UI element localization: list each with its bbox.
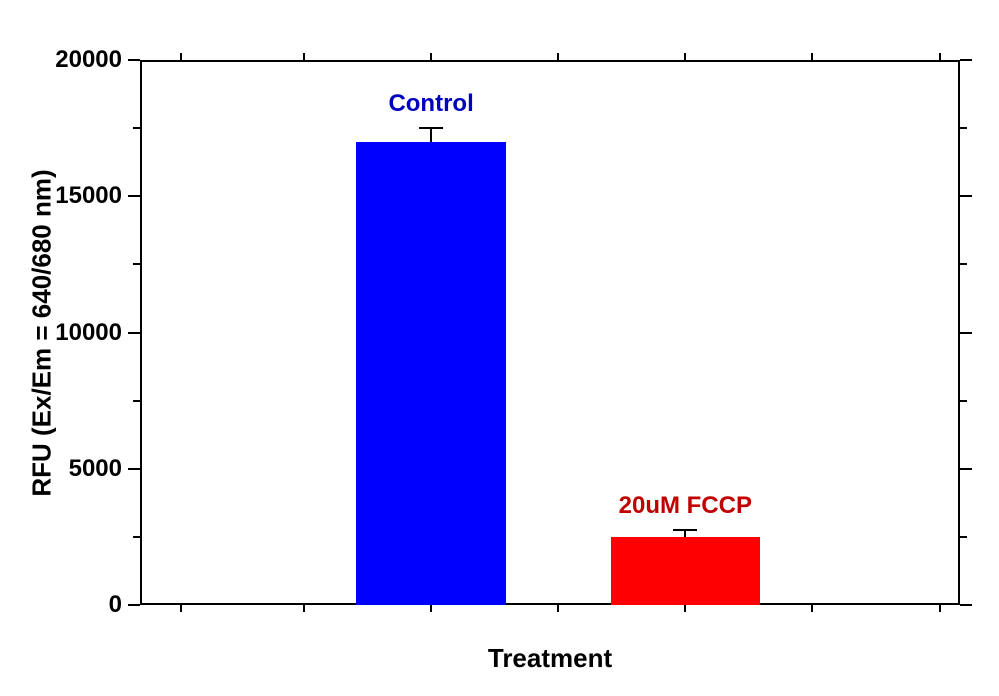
xtick	[939, 53, 941, 60]
xtick	[180, 53, 182, 60]
ytick-major	[960, 195, 972, 197]
ytick-label: 5000	[69, 455, 122, 483]
xtick	[811, 53, 813, 60]
ytick-minor	[133, 536, 140, 538]
xtick	[430, 53, 432, 60]
ytick-major	[128, 468, 140, 470]
xtick	[684, 53, 686, 60]
ytick-major	[960, 332, 972, 334]
fccp-bar	[611, 537, 760, 605]
xtick	[939, 605, 941, 612]
ytick-major	[128, 604, 140, 606]
ytick-major	[960, 604, 972, 606]
bar-label: Control	[388, 90, 473, 118]
error-bar	[684, 530, 686, 537]
ytick-major	[960, 468, 972, 470]
xtick	[684, 605, 686, 612]
ytick-minor	[133, 127, 140, 129]
ytick-label: 0	[109, 591, 122, 619]
xtick	[811, 605, 813, 612]
bar-label: 20uM FCCP	[619, 492, 752, 520]
ytick-minor	[960, 127, 967, 129]
ytick-major	[128, 332, 140, 334]
ytick-major	[960, 59, 972, 61]
error-bar-cap	[419, 127, 443, 129]
ytick-minor	[960, 536, 967, 538]
error-bar	[430, 128, 432, 142]
xtick	[557, 605, 559, 612]
xtick	[303, 605, 305, 612]
xtick	[557, 53, 559, 60]
xtick	[303, 53, 305, 60]
plot-area	[140, 60, 960, 605]
ytick-label: 20000	[55, 46, 122, 74]
ytick-minor	[960, 400, 967, 402]
ytick-major	[128, 59, 140, 61]
x-axis-label: Treatment	[488, 643, 612, 674]
ytick-major	[128, 195, 140, 197]
bar-chart: RFU (Ex/Em = 640/680 nm) Treatment 0 5000…	[0, 0, 999, 696]
xtick	[430, 605, 432, 612]
ytick-minor	[960, 263, 967, 265]
ytick-minor	[133, 263, 140, 265]
ytick-minor	[133, 400, 140, 402]
xtick	[180, 605, 182, 612]
error-bar-cap	[673, 529, 697, 531]
y-axis-label: RFU (Ex/Em = 640/680 nm)	[27, 169, 58, 496]
control-bar	[356, 142, 505, 605]
ytick-label: 10000	[55, 319, 122, 347]
ytick-label: 15000	[55, 182, 122, 210]
